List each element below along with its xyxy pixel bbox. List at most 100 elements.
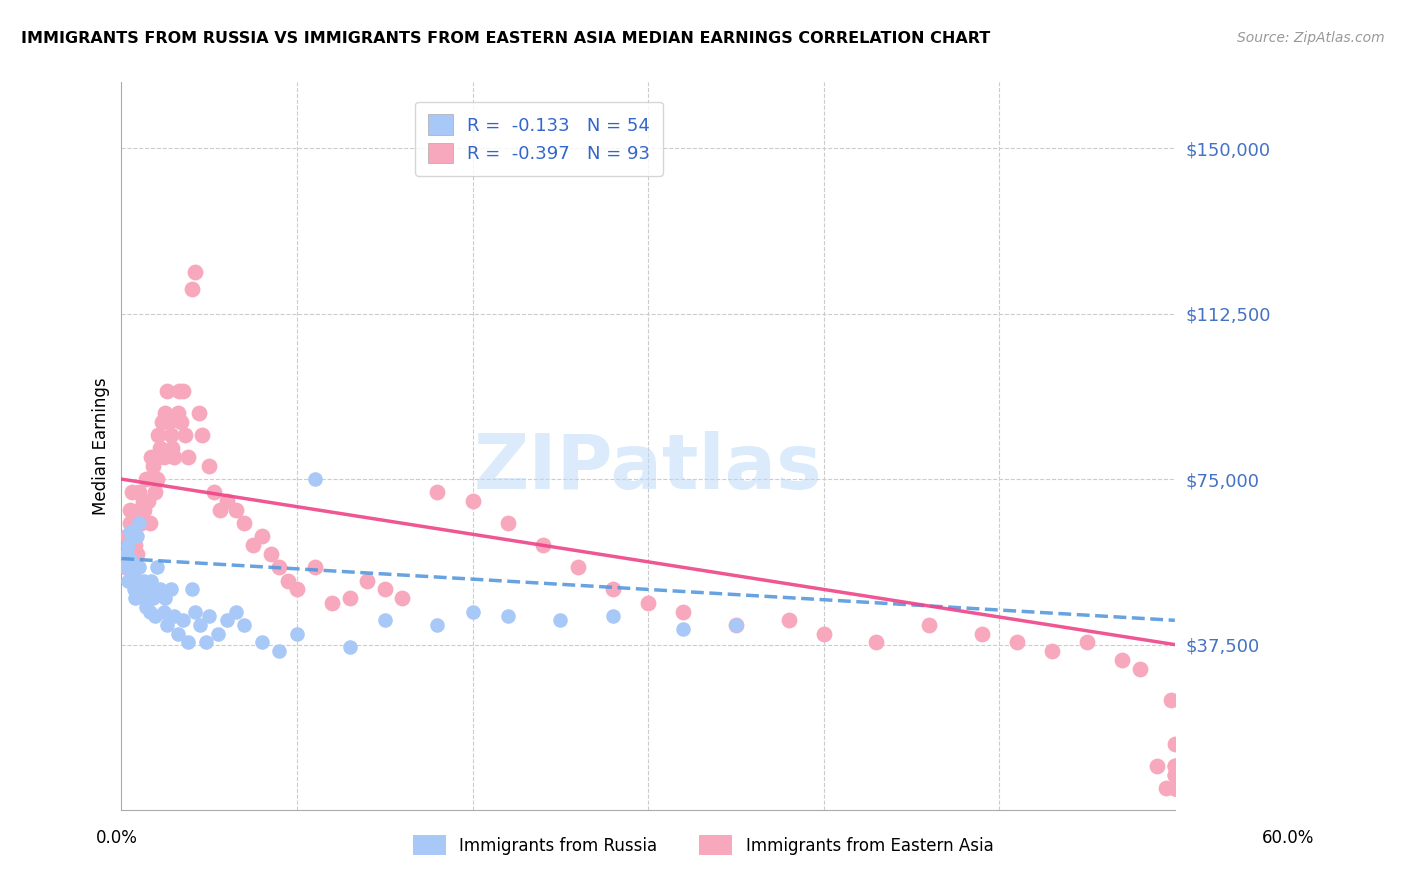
- Point: [184, 605, 207, 619]
- Point: [194, 635, 217, 649]
- Point: [121, 485, 143, 500]
- Point: [1164, 780, 1187, 795]
- Point: [304, 560, 326, 574]
- Point: [180, 282, 202, 296]
- Point: [1164, 768, 1187, 782]
- Point: [672, 605, 695, 619]
- Point: [496, 608, 519, 623]
- Point: [131, 591, 153, 606]
- Point: [114, 560, 136, 574]
- Point: [159, 428, 181, 442]
- Point: [865, 635, 887, 649]
- Point: [134, 574, 156, 588]
- Point: [134, 503, 156, 517]
- Point: [156, 384, 179, 398]
- Legend: R =  -0.133   N = 54, R =  -0.397   N = 93: R = -0.133 N = 54, R = -0.397 N = 93: [415, 102, 662, 176]
- Point: [149, 441, 172, 455]
- Y-axis label: Median Earnings: Median Earnings: [93, 377, 110, 515]
- Point: [141, 450, 163, 464]
- Point: [1111, 653, 1133, 667]
- Point: [918, 617, 941, 632]
- Point: [166, 406, 188, 420]
- Point: [339, 640, 361, 654]
- Point: [145, 472, 167, 486]
- Point: [321, 596, 343, 610]
- Point: [115, 529, 138, 543]
- Point: [242, 538, 264, 552]
- Point: [391, 591, 413, 606]
- Point: [269, 560, 291, 574]
- Point: [172, 613, 194, 627]
- Point: [260, 547, 283, 561]
- Point: [813, 626, 835, 640]
- Point: [177, 450, 200, 464]
- Point: [204, 485, 226, 500]
- Point: [637, 596, 659, 610]
- Point: [1040, 644, 1063, 658]
- Point: [162, 441, 184, 455]
- Point: [117, 547, 139, 561]
- Point: [155, 591, 177, 606]
- Point: [138, 516, 160, 531]
- Point: [114, 560, 136, 574]
- Point: [149, 582, 172, 597]
- Point: [1160, 692, 1182, 706]
- Point: [1164, 780, 1187, 795]
- Point: [567, 560, 589, 574]
- Point: [129, 516, 152, 531]
- Point: [128, 560, 150, 574]
- Point: [356, 574, 378, 588]
- Point: [117, 574, 139, 588]
- Point: [120, 503, 142, 517]
- Point: [180, 582, 202, 597]
- Point: [550, 613, 572, 627]
- Point: [166, 626, 188, 640]
- Point: [461, 605, 484, 619]
- Point: [1076, 635, 1098, 649]
- Point: [207, 626, 229, 640]
- Point: [304, 472, 326, 486]
- Point: [169, 384, 191, 398]
- Point: [143, 485, 166, 500]
- Point: [135, 600, 157, 615]
- Point: [1164, 768, 1187, 782]
- Point: [1146, 759, 1168, 773]
- Point: [250, 635, 273, 649]
- Point: [339, 591, 361, 606]
- Point: [1164, 780, 1187, 795]
- Point: [127, 547, 149, 561]
- Point: [128, 485, 150, 500]
- Point: [602, 582, 624, 597]
- Point: [285, 582, 308, 597]
- Point: [115, 547, 138, 561]
- Point: [122, 582, 145, 597]
- Text: Source: ZipAtlas.com: Source: ZipAtlas.com: [1237, 31, 1385, 45]
- Point: [277, 574, 299, 588]
- Point: [124, 538, 146, 552]
- Point: [152, 450, 174, 464]
- Point: [215, 613, 238, 627]
- Point: [163, 608, 186, 623]
- Point: [778, 613, 800, 627]
- Point: [136, 494, 159, 508]
- Point: [122, 569, 145, 583]
- Point: [426, 617, 449, 632]
- Point: [198, 458, 221, 473]
- Point: [184, 265, 207, 279]
- Point: [131, 494, 153, 508]
- Point: [141, 574, 163, 588]
- Point: [672, 622, 695, 636]
- Point: [177, 635, 200, 649]
- Point: [225, 605, 247, 619]
- Point: [215, 494, 238, 508]
- Point: [135, 472, 157, 486]
- Point: [120, 524, 142, 539]
- Point: [1164, 780, 1187, 795]
- Point: [1154, 780, 1177, 795]
- Point: [1164, 780, 1187, 795]
- Point: [128, 516, 150, 531]
- Point: [233, 617, 256, 632]
- Text: ZIPatlas: ZIPatlas: [474, 431, 823, 505]
- Point: [117, 538, 139, 552]
- Point: [225, 503, 247, 517]
